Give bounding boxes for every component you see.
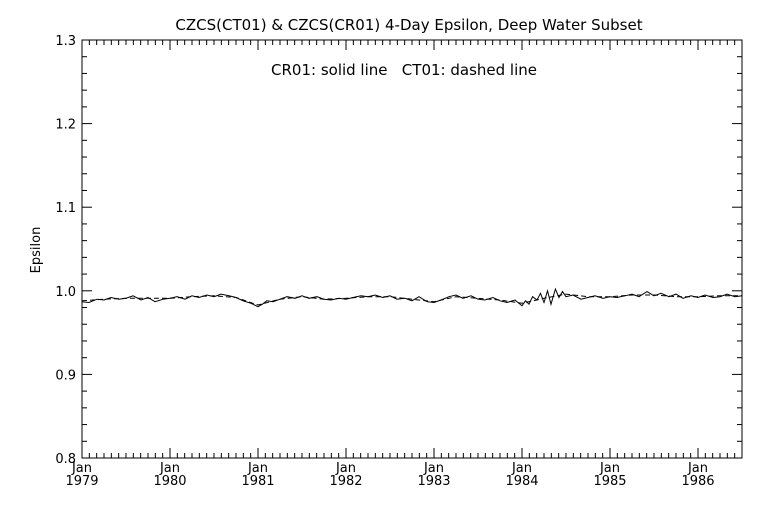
data-series <box>81 287 743 308</box>
x-tick-label-month: Jan <box>247 461 268 476</box>
y-tick-label: 1.2 <box>55 118 76 133</box>
x-tick-label-year: 1979 <box>65 474 98 489</box>
y-tick-label: 0.9 <box>55 368 76 383</box>
y-axis-label: Epsilon <box>29 227 44 274</box>
x-axis-ticks: Jan1979Jan1980Jan1981Jan1982Jan1983Jan19… <box>65 40 743 489</box>
x-tick-label-month: Jan <box>687 461 708 476</box>
x-tick-label-month: Jan <box>599 461 620 476</box>
chart-title: CZCS(CT01) & CZCS(CR01) 4-Day Epsilon, D… <box>175 16 642 34</box>
x-tick-label-month: Jan <box>71 461 92 476</box>
x-tick-label-year: 1982 <box>329 474 362 489</box>
dashed-series-line <box>81 293 742 306</box>
y-tick-label: 1.0 <box>55 285 76 300</box>
y-tick-label: 1.3 <box>55 34 76 49</box>
x-tick-label-month: Jan <box>159 461 180 476</box>
x-tick-label-year: 1984 <box>505 474 538 489</box>
y-axis-ticks: 0.8 0.9 1.0 1.1 1.2 1.3 <box>55 34 742 467</box>
x-tick-label-month: Jan <box>423 461 444 476</box>
x-tick-label-year: 1985 <box>593 474 626 489</box>
x-tick-label-month: Jan <box>511 461 532 476</box>
x-tick-label-year: 1983 <box>417 474 450 489</box>
line-style-annotation: CR01: solid line CT01: dashed line <box>271 61 537 79</box>
x-tick-label-year: 1986 <box>681 474 714 489</box>
x-tick-label-year: 1980 <box>153 474 186 489</box>
plot-frame <box>81 39 743 459</box>
x-tick-label-year: 1981 <box>241 474 274 489</box>
y-tick-label: 0.8 <box>55 452 76 467</box>
y-tick-label: 1.1 <box>55 201 76 216</box>
x-tick-label-month: Jan <box>335 461 356 476</box>
